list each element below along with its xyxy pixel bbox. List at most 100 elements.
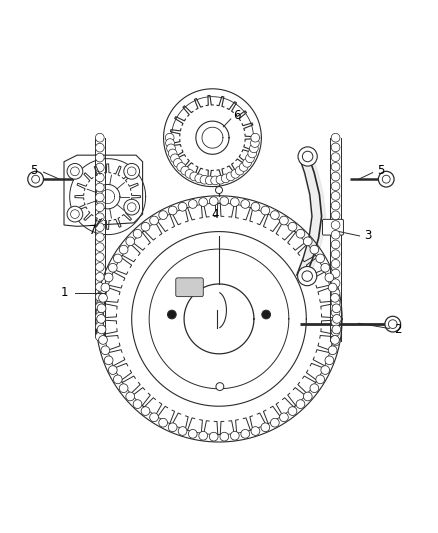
Circle shape bbox=[215, 187, 223, 193]
Circle shape bbox=[332, 325, 341, 334]
Circle shape bbox=[71, 167, 79, 176]
Circle shape bbox=[141, 407, 150, 415]
Circle shape bbox=[271, 418, 279, 427]
Circle shape bbox=[199, 198, 208, 206]
Circle shape bbox=[331, 191, 340, 200]
Circle shape bbox=[220, 432, 229, 441]
Circle shape bbox=[95, 143, 104, 152]
Circle shape bbox=[95, 223, 104, 231]
Circle shape bbox=[168, 423, 177, 432]
Circle shape bbox=[188, 199, 197, 208]
Circle shape bbox=[166, 144, 175, 153]
Circle shape bbox=[119, 384, 128, 392]
Circle shape bbox=[239, 163, 248, 171]
Circle shape bbox=[133, 229, 142, 238]
Circle shape bbox=[325, 356, 334, 365]
Circle shape bbox=[159, 418, 167, 427]
Circle shape bbox=[310, 245, 319, 254]
Circle shape bbox=[328, 283, 337, 292]
Circle shape bbox=[241, 430, 250, 438]
Circle shape bbox=[235, 166, 244, 175]
Circle shape bbox=[166, 139, 174, 148]
Circle shape bbox=[248, 149, 257, 158]
Circle shape bbox=[321, 263, 329, 272]
Circle shape bbox=[167, 310, 176, 319]
Circle shape bbox=[133, 400, 142, 408]
Text: 7: 7 bbox=[88, 224, 96, 237]
Circle shape bbox=[332, 304, 341, 313]
Circle shape bbox=[165, 133, 174, 142]
Text: 3: 3 bbox=[364, 229, 371, 243]
Circle shape bbox=[251, 426, 260, 435]
Circle shape bbox=[331, 240, 340, 249]
Circle shape bbox=[331, 318, 340, 326]
Circle shape bbox=[331, 153, 340, 161]
Circle shape bbox=[95, 253, 104, 261]
Circle shape bbox=[95, 173, 104, 182]
Circle shape bbox=[221, 174, 230, 183]
Circle shape bbox=[95, 153, 104, 162]
Text: 1: 1 bbox=[60, 286, 68, 299]
Circle shape bbox=[177, 163, 186, 171]
Circle shape bbox=[220, 197, 229, 206]
Circle shape bbox=[127, 167, 136, 176]
Circle shape bbox=[199, 431, 208, 440]
Circle shape bbox=[159, 211, 167, 220]
Circle shape bbox=[302, 271, 312, 281]
Circle shape bbox=[119, 245, 128, 254]
Circle shape bbox=[95, 233, 104, 241]
Circle shape bbox=[67, 164, 83, 179]
Circle shape bbox=[32, 175, 39, 183]
Circle shape bbox=[288, 222, 297, 231]
Circle shape bbox=[95, 213, 104, 222]
Circle shape bbox=[378, 171, 394, 187]
FancyBboxPatch shape bbox=[322, 220, 343, 235]
Circle shape bbox=[95, 272, 104, 281]
Circle shape bbox=[126, 392, 134, 401]
Circle shape bbox=[95, 312, 104, 321]
Circle shape bbox=[288, 407, 297, 415]
Circle shape bbox=[331, 163, 340, 171]
Circle shape bbox=[211, 176, 219, 185]
FancyBboxPatch shape bbox=[176, 278, 203, 297]
Circle shape bbox=[316, 254, 325, 263]
Circle shape bbox=[382, 175, 390, 183]
Circle shape bbox=[296, 229, 305, 238]
Circle shape bbox=[316, 375, 325, 384]
Circle shape bbox=[331, 269, 340, 278]
Circle shape bbox=[389, 320, 397, 328]
Circle shape bbox=[97, 314, 106, 323]
Circle shape bbox=[99, 294, 107, 302]
Circle shape bbox=[95, 302, 104, 311]
Circle shape bbox=[95, 203, 104, 212]
Circle shape bbox=[150, 413, 159, 422]
Circle shape bbox=[331, 260, 340, 268]
Circle shape bbox=[271, 211, 279, 220]
Circle shape bbox=[109, 366, 117, 374]
Circle shape bbox=[95, 163, 104, 172]
Circle shape bbox=[190, 172, 198, 181]
Circle shape bbox=[101, 283, 110, 292]
Circle shape bbox=[328, 346, 337, 354]
Circle shape bbox=[200, 175, 209, 184]
Circle shape bbox=[230, 198, 239, 206]
Circle shape bbox=[246, 154, 254, 163]
Circle shape bbox=[332, 314, 341, 323]
Circle shape bbox=[141, 222, 150, 231]
Circle shape bbox=[304, 237, 312, 246]
Circle shape bbox=[331, 211, 340, 220]
Circle shape bbox=[331, 133, 340, 142]
Circle shape bbox=[95, 322, 104, 331]
Circle shape bbox=[331, 336, 339, 344]
Circle shape bbox=[331, 308, 340, 317]
Circle shape bbox=[331, 327, 340, 336]
Circle shape bbox=[181, 166, 190, 175]
Circle shape bbox=[99, 336, 107, 344]
Circle shape bbox=[124, 199, 140, 215]
Circle shape bbox=[168, 206, 177, 215]
Circle shape bbox=[331, 288, 340, 297]
Text: 5: 5 bbox=[377, 164, 384, 177]
Circle shape bbox=[251, 203, 260, 211]
Circle shape bbox=[178, 203, 187, 211]
Circle shape bbox=[113, 254, 122, 263]
